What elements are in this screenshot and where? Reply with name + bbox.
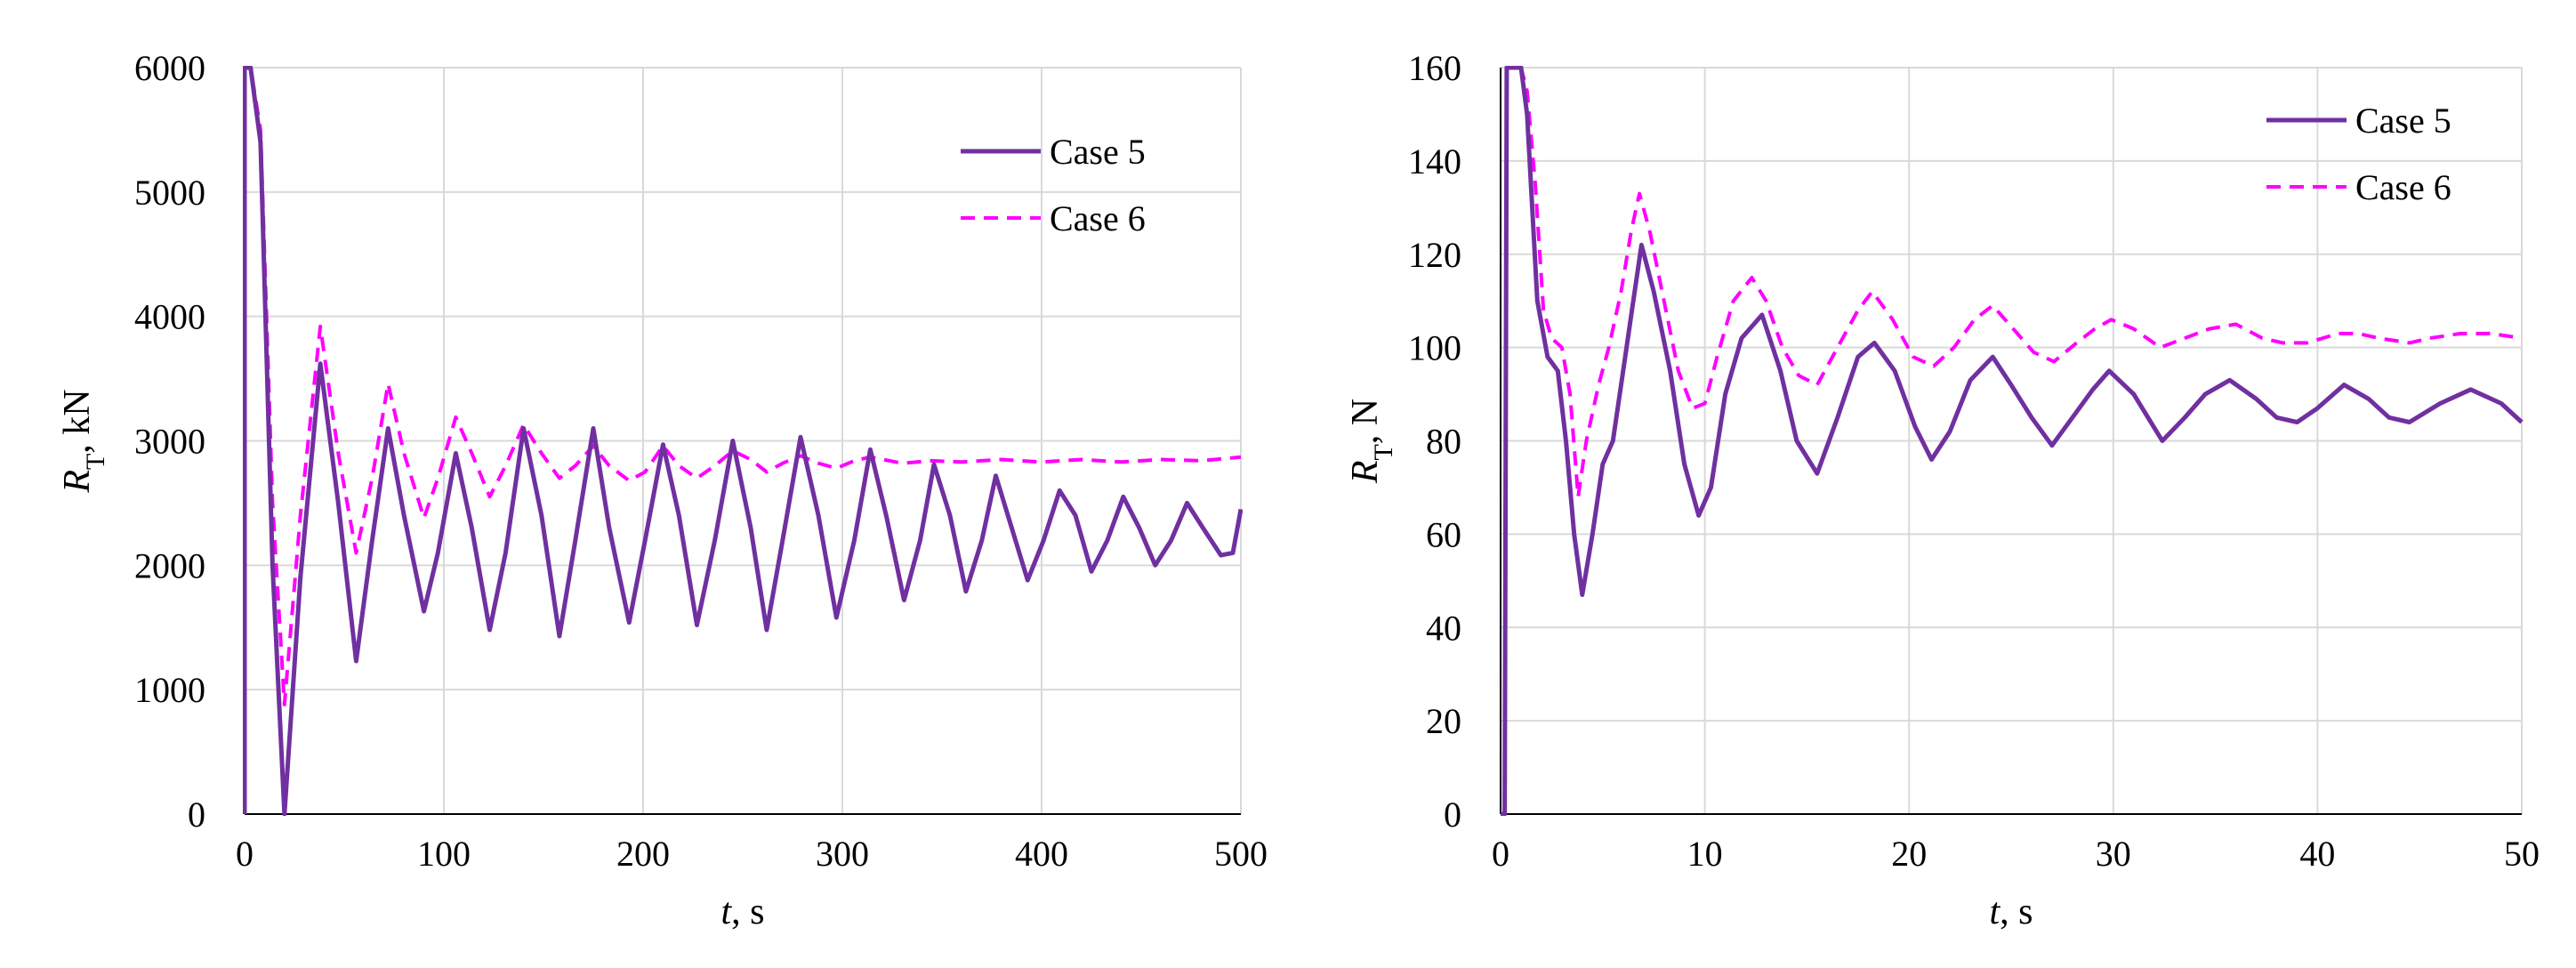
x-tick-label: 200 (616, 834, 670, 874)
legend-label-case-6: Case 6 (2355, 167, 2451, 207)
y-tick-label: 160 (1408, 48, 1461, 88)
y-tick-label: 4000 (134, 297, 205, 337)
x-tick-label: 30 (2096, 834, 2131, 874)
x-axis-label: t, s (1989, 891, 2033, 932)
x-tick-label: 40 (2299, 834, 2335, 874)
y-tick-label: 140 (1408, 141, 1461, 182)
x-axis-label: t, s (720, 891, 764, 932)
y-tick-label: 40 (1426, 608, 1461, 648)
y-tick-label: 6000 (134, 48, 205, 88)
y-tick-label: 3000 (134, 422, 205, 462)
y-tick-label: 100 (1408, 328, 1461, 368)
x-tick-label: 500 (1214, 834, 1268, 874)
x-tick-label: 50 (2504, 834, 2540, 874)
y-tick-label: 2000 (134, 545, 205, 585)
y-tick-label: 60 (1426, 514, 1461, 554)
x-tick-label: 100 (417, 834, 471, 874)
y-tick-label: 20 (1426, 701, 1461, 741)
legend-label-case-6: Case 6 (1050, 198, 1146, 238)
y-tick-label: 1000 (134, 670, 205, 710)
x-tick-label: 10 (1687, 834, 1723, 874)
series-line-case-5 (243, 66, 1243, 816)
series-line-case-6 (1501, 66, 2523, 816)
y-tick-label: 0 (188, 795, 205, 835)
x-tick-label: 0 (236, 834, 254, 874)
x-tick-label: 0 (1492, 834, 1509, 874)
legend-label-case-5: Case 5 (1050, 132, 1146, 172)
y-tick-label: 5000 (134, 173, 205, 213)
x-tick-label: 20 (1891, 834, 1927, 874)
y-tick-label: 0 (1444, 795, 1461, 835)
series-line-case-5 (1501, 66, 2524, 816)
x-tick-label: 300 (816, 834, 869, 874)
x-tick-label: 400 (1015, 834, 1068, 874)
y-tick-label: 80 (1426, 422, 1461, 462)
y-axis-label: RT, kN (57, 389, 110, 493)
chart-panel-2: 0 20 40 60 80 100 120 140 160 0 10 20 30 40 50 t, s RT, … (1345, 48, 2540, 932)
y-axis-label: RT, N (1345, 399, 1398, 484)
legend-label-case-5: Case 5 (2355, 101, 2451, 141)
y-tick-label: 120 (1408, 235, 1461, 275)
chart-panel-1: 0 1000 2000 3000 4000 5000 6000 0 100 200 300 400 50… (57, 48, 1268, 932)
series-line-case-6 (243, 66, 1242, 814)
